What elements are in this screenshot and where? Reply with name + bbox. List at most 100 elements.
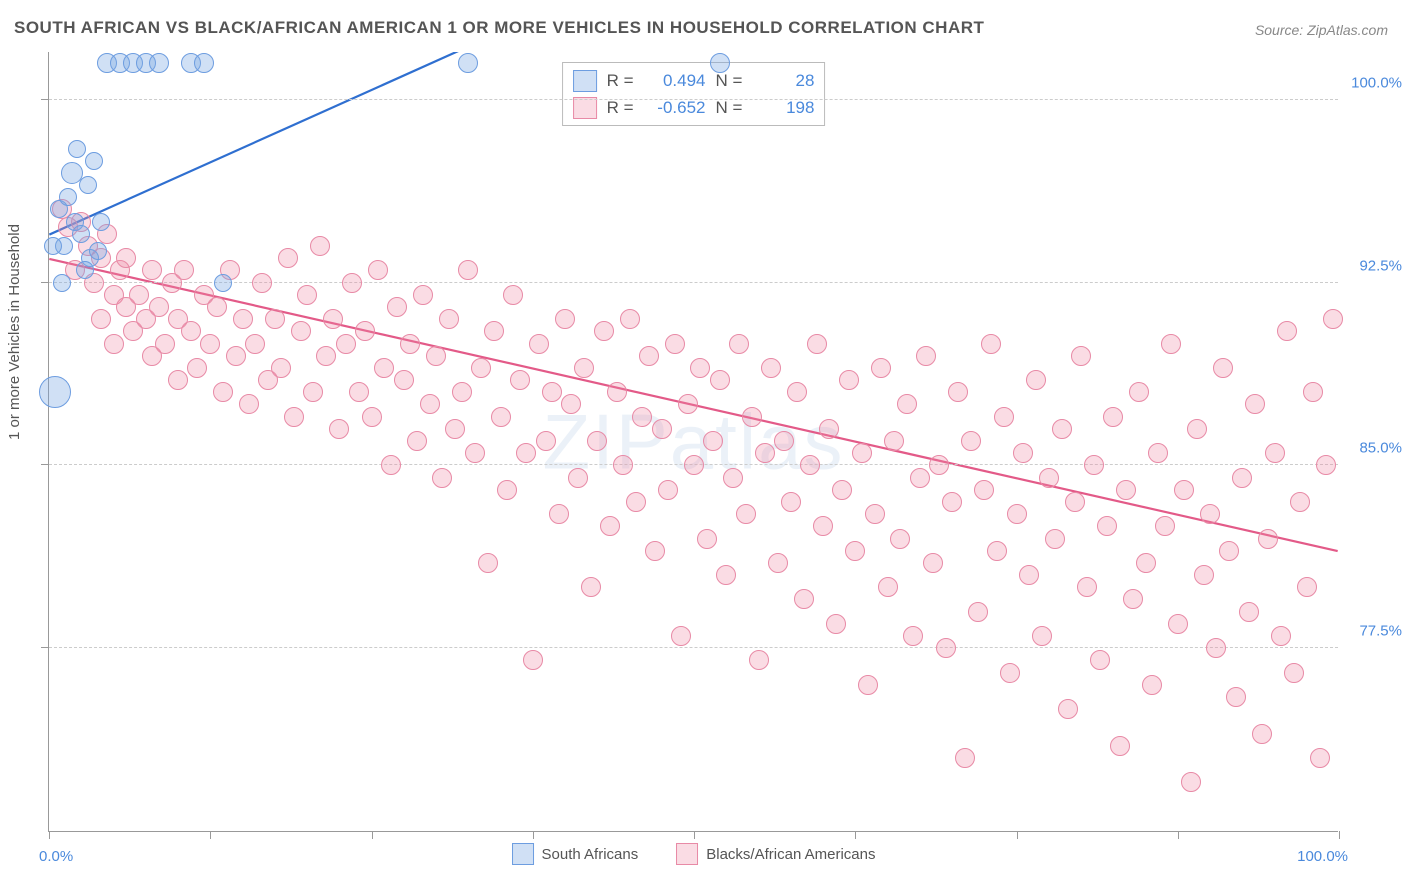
scatter-point xyxy=(942,492,962,512)
x-tick xyxy=(372,831,373,839)
gridline-h xyxy=(49,282,1338,283)
legend-label-b: Blacks/African Americans xyxy=(706,846,875,863)
scatter-point xyxy=(697,529,717,549)
scatter-point xyxy=(916,346,936,366)
scatter-point xyxy=(1265,443,1285,463)
scatter-point xyxy=(1071,346,1091,366)
scatter-point xyxy=(1065,492,1085,512)
scatter-point xyxy=(329,419,349,439)
scatter-point xyxy=(239,394,259,414)
y-tick-label: 77.5% xyxy=(1359,623,1402,640)
scatter-point xyxy=(1129,382,1149,402)
scatter-point xyxy=(1045,529,1065,549)
scatter-point xyxy=(194,53,214,73)
scatter-point xyxy=(994,407,1014,427)
scatter-point xyxy=(568,468,588,488)
scatter-point xyxy=(1077,577,1097,597)
scatter-point xyxy=(458,260,478,280)
scatter-point xyxy=(710,370,730,390)
scatter-point xyxy=(214,274,232,292)
scatter-point xyxy=(394,370,414,390)
scatter-point xyxy=(632,407,652,427)
scatter-point xyxy=(265,309,285,329)
scatter-point xyxy=(781,492,801,512)
scatter-point xyxy=(620,309,640,329)
scatter-point xyxy=(413,285,433,305)
scatter-point xyxy=(432,468,452,488)
scatter-point xyxy=(858,675,878,695)
scatter-point xyxy=(142,260,162,280)
swatch-series-a xyxy=(512,843,534,865)
scatter-point xyxy=(1155,516,1175,536)
scatter-point xyxy=(923,553,943,573)
scatter-point xyxy=(819,419,839,439)
scatter-point xyxy=(613,455,633,475)
scatter-point xyxy=(458,53,478,73)
scatter-point xyxy=(807,334,827,354)
scatter-point xyxy=(362,407,382,427)
scatter-point xyxy=(1219,541,1239,561)
trend-lines xyxy=(49,52,1338,831)
scatter-point xyxy=(323,309,343,329)
scatter-point xyxy=(607,382,627,402)
scatter-point xyxy=(536,431,556,451)
scatter-point xyxy=(594,321,614,341)
scatter-point xyxy=(626,492,646,512)
scatter-point xyxy=(787,382,807,402)
scatter-point xyxy=(729,334,749,354)
scatter-point xyxy=(1161,334,1181,354)
swatch-series-a xyxy=(573,70,597,92)
scatter-point xyxy=(1148,443,1168,463)
scatter-point xyxy=(529,334,549,354)
swatch-series-b xyxy=(676,843,698,865)
scatter-point xyxy=(665,334,685,354)
y-axis-label: 1 or more Vehicles in Household xyxy=(6,224,23,440)
scatter-point xyxy=(1252,724,1272,744)
x-tick xyxy=(1017,831,1018,839)
scatter-point xyxy=(1297,577,1317,597)
scatter-point xyxy=(710,53,730,73)
plot-area: ZIPatlas R = 0.494 N = 28 R = -0.652 N =… xyxy=(48,52,1338,832)
scatter-point xyxy=(1226,687,1246,707)
stat-r-value-a: 0.494 xyxy=(644,67,706,94)
scatter-point xyxy=(523,650,543,670)
scatter-point xyxy=(1026,370,1046,390)
scatter-point xyxy=(1103,407,1123,427)
scatter-point xyxy=(903,626,923,646)
scatter-point xyxy=(645,541,665,561)
scatter-point xyxy=(587,431,607,451)
scatter-point xyxy=(445,419,465,439)
y-tick-label: 100.0% xyxy=(1351,74,1402,91)
scatter-point xyxy=(252,273,272,293)
bottom-legend: South Africans Blacks/African Americans xyxy=(512,843,876,865)
scatter-point xyxy=(76,261,94,279)
swatch-series-b xyxy=(573,97,597,119)
scatter-point xyxy=(1019,565,1039,585)
scatter-point xyxy=(387,297,407,317)
scatter-point xyxy=(871,358,891,378)
scatter-point xyxy=(1284,663,1304,683)
scatter-point xyxy=(284,407,304,427)
scatter-point xyxy=(968,602,988,622)
scatter-point xyxy=(1206,638,1226,658)
scatter-point xyxy=(561,394,581,414)
scatter-point xyxy=(104,334,124,354)
scatter-point xyxy=(703,431,723,451)
scatter-point xyxy=(839,370,859,390)
scatter-point xyxy=(79,176,97,194)
scatter-point xyxy=(1058,699,1078,719)
gridline-h xyxy=(49,647,1338,648)
scatter-point xyxy=(1303,382,1323,402)
scatter-point xyxy=(39,376,71,408)
scatter-point xyxy=(68,140,86,158)
scatter-point xyxy=(368,260,388,280)
scatter-point xyxy=(832,480,852,500)
scatter-point xyxy=(439,309,459,329)
legend-item-a: South Africans xyxy=(512,843,639,865)
scatter-point xyxy=(168,370,188,390)
scatter-point xyxy=(884,431,904,451)
scatter-point xyxy=(200,334,220,354)
scatter-point xyxy=(774,431,794,451)
scatter-point xyxy=(600,516,620,536)
scatter-point xyxy=(845,541,865,561)
